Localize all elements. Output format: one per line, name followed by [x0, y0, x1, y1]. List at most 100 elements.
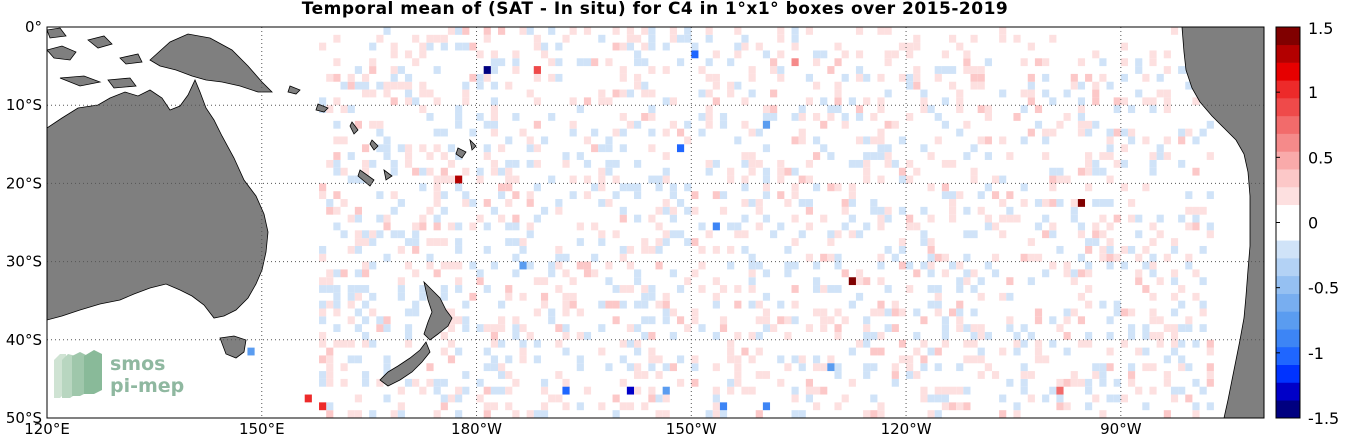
anomaly-cell [1170, 339, 1179, 348]
anomaly-cell [648, 386, 656, 395]
anomaly-cell [712, 73, 720, 82]
anomaly-cell [877, 136, 885, 145]
anomaly-cell [734, 371, 742, 379]
anomaly-cell [340, 269, 348, 278]
anomaly-cell [533, 34, 541, 43]
anomaly-cell [662, 410, 670, 418]
anomaly-cell [913, 222, 921, 231]
anomaly-cell [433, 191, 441, 200]
anomaly-cell [340, 105, 348, 114]
anomaly-cell [404, 261, 413, 270]
anomaly-cell [791, 285, 799, 293]
anomaly-cell [1013, 339, 1021, 348]
anomaly-cell [605, 261, 613, 270]
anomaly-cell [712, 245, 720, 254]
anomaly-cell [361, 316, 370, 325]
anomaly-cell [326, 199, 334, 207]
anomaly-cell [1063, 316, 1071, 325]
anomaly-cell [949, 386, 957, 395]
anomaly-cell [455, 120, 463, 129]
anomaly-cell [1142, 261, 1150, 270]
anomaly-cell [1042, 89, 1050, 98]
anomaly-cell [498, 324, 506, 332]
anomaly-cell [562, 152, 570, 160]
anomaly-cell [1027, 73, 1035, 82]
anomaly-cell [383, 253, 391, 262]
anomaly-cell [433, 378, 441, 387]
anomaly-cell [512, 410, 520, 418]
anomaly-cell [598, 230, 606, 239]
anomaly-cell [505, 355, 513, 364]
anomaly-cell [684, 238, 692, 246]
anomaly-cell [1013, 402, 1021, 411]
anomaly-cell [533, 42, 541, 51]
anomaly-cell [805, 378, 813, 387]
anomaly-cell [684, 277, 692, 286]
anomaly-cell [540, 277, 549, 286]
anomaly-cell [326, 206, 334, 215]
anomaly-cell [612, 27, 620, 35]
anomaly-cell [447, 144, 456, 153]
anomaly-cell [1049, 230, 1057, 239]
anomaly-cell [963, 386, 971, 395]
anomaly-cell [583, 175, 592, 184]
anomaly-cell [562, 347, 570, 356]
anomaly-cell [1178, 136, 1186, 145]
anomaly-cell [419, 214, 427, 223]
anomaly-cell [755, 316, 763, 325]
anomaly-cell [404, 331, 413, 340]
anomaly-cell [963, 230, 971, 239]
anomaly-cell [354, 324, 362, 332]
anomaly-cell [712, 331, 720, 340]
anomaly-cell [777, 191, 785, 200]
anomaly-cell [884, 308, 892, 317]
anomaly-cell-notable [719, 402, 728, 411]
anomaly-cell [820, 285, 828, 293]
anomaly-cell [1170, 308, 1179, 317]
anomaly-cell [748, 285, 756, 293]
anomaly-cell [1034, 355, 1043, 364]
anomaly-cell [1049, 128, 1057, 137]
anomaly-cell [841, 113, 849, 121]
anomaly-cell [648, 144, 656, 153]
anomaly-cell [662, 300, 670, 309]
anomaly-cell [941, 316, 950, 325]
anomaly-cell [734, 378, 742, 387]
anomaly-cell [498, 191, 506, 200]
anomaly-cell [1106, 175, 1114, 184]
anomaly-cell [533, 97, 541, 106]
anomaly-cell [1070, 371, 1078, 379]
anomaly-cell [505, 285, 513, 293]
anomaly-cell [841, 316, 849, 325]
anomaly-cell [877, 277, 885, 286]
anomaly-cell [1056, 394, 1064, 403]
anomaly-cell [812, 183, 821, 192]
anomaly-cell [913, 167, 921, 176]
anomaly-cell [655, 206, 663, 215]
anomaly-cell [354, 120, 362, 129]
anomaly-cell [676, 34, 685, 43]
anomaly-cell [419, 285, 427, 293]
anomaly-cell [791, 386, 799, 395]
anomaly-cell [727, 58, 735, 67]
anomaly-cell [347, 81, 355, 90]
colorbar-segment [1276, 80, 1300, 99]
anomaly-cell [1063, 378, 1071, 387]
anomaly-cell [1106, 347, 1114, 356]
anomaly-cell [634, 191, 642, 200]
anomaly-cell [562, 324, 570, 332]
anomaly-cell [369, 159, 377, 168]
anomaly-cell [748, 261, 756, 270]
anomaly-cell [691, 206, 699, 215]
anomaly-cell [1199, 277, 1207, 286]
anomaly-cell [1013, 34, 1021, 43]
anomaly-cell [333, 73, 341, 82]
anomaly-cell [433, 214, 441, 223]
anomaly-cell [1027, 253, 1035, 262]
anomaly-cell [419, 386, 427, 395]
anomaly-cell [1106, 144, 1114, 153]
anomaly-cell [498, 316, 506, 325]
anomaly-cell [347, 292, 355, 301]
anomaly-cell [1206, 371, 1214, 379]
anomaly-cell [626, 27, 635, 35]
